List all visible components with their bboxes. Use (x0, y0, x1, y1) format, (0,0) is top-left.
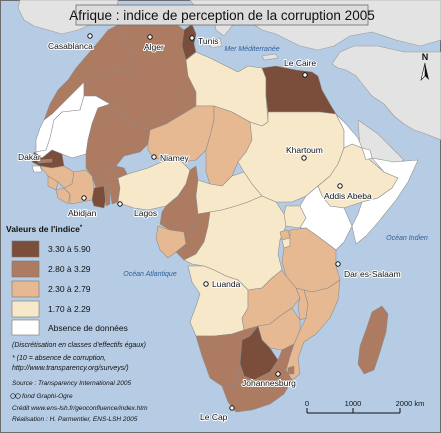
city-label-lagos: Lagos (134, 208, 157, 218)
africa-countries (31, 21, 419, 413)
city-dot-dar-es-salaam (335, 261, 341, 267)
sicily (205, 37, 223, 49)
city-dot-khartoum (301, 155, 307, 161)
middle-east (331, 45, 441, 141)
north-label: N (422, 52, 429, 62)
note-index-url: http://www.transparency.org/surveys/) (12, 365, 129, 372)
country-madagascar (357, 305, 389, 375)
by-icon (15, 393, 21, 399)
legend-swatch-class-1 (11, 240, 40, 258)
credit-fond: fond Graphi-Ogre (10, 393, 73, 400)
city-dot-tunis (189, 35, 195, 41)
legend-swatch-class-2 (11, 260, 40, 278)
city-label-luanda: Luanda (212, 279, 241, 289)
city-label-niamey: Niamey (160, 153, 190, 163)
city-dot-alger (147, 34, 153, 40)
scale-label-0: 0 (305, 399, 309, 408)
city-dot-le-caire (302, 72, 308, 78)
credit-website: Crédit www.ens-lsh.fr/geoconfluence/inde… (12, 405, 148, 412)
legend-swatch-no-data (11, 319, 40, 336)
scale-bar: 0 1000 2000 km (305, 399, 425, 414)
legend: Valeurs de l'indice* 3.30 à 5.90 2.80 à … (6, 224, 128, 336)
city-label-le-caire: Le Caire (284, 58, 316, 68)
legend-label-no-data: Absence de données (48, 323, 128, 333)
country-lesotho (263, 381, 277, 395)
note-index: * (10 = absence de corruption, (12, 355, 106, 362)
city-label-dakar: Dakar (18, 152, 41, 162)
city-label-le-cap: Le Cap (200, 412, 228, 422)
label-atlantic-ocean: Océan Atlantique (123, 271, 177, 278)
note-discretisation: (Discrétisation en classes d'effectifs é… (12, 342, 146, 349)
city-dot-johannesburg (275, 371, 281, 377)
city-label-addis-abeba: Addis Abeba (324, 191, 372, 201)
credit-realisation: Réalisation : H. Parmentier, ENS-LSH 200… (12, 416, 138, 423)
scale-label-2000: 2000 km (396, 399, 425, 408)
city-dot-luanda (203, 281, 209, 287)
map-title: Afrique : indice de perception de la cor… (69, 8, 374, 23)
country-libya (185, 51, 269, 127)
legend-swatch-class-3 (11, 280, 40, 298)
title-box (75, 4, 369, 26)
city-label-dar-es-salaam: Dar es-Salaam (344, 269, 401, 279)
city-label-khartoum: Khartoum (286, 145, 323, 155)
country-somalia (351, 157, 419, 245)
legend-label-class-4: 1.70 à 2.29 (48, 304, 91, 314)
scale-label-1000: 1000 (345, 399, 362, 408)
country-liberia (55, 187, 71, 205)
city-dot-niamey (151, 154, 157, 160)
country-gambia (37, 158, 53, 164)
city-label-alger: Alger (144, 42, 164, 52)
crete (261, 53, 279, 61)
country-south-africa (221, 343, 295, 413)
north-arrow-right-half (425, 63, 429, 80)
label-indian-ocean: Océan Indien (386, 235, 428, 242)
city-dot-dakar (34, 154, 40, 160)
legend-title-mark: * (80, 225, 83, 231)
country-togo (103, 185, 111, 207)
credit-source: Source : Transparency International 2005 (12, 380, 132, 387)
north-arrow: N (420, 52, 429, 81)
country-swaziland (287, 365, 295, 375)
legend-label-class-3: 2.30 à 2.79 (48, 284, 91, 294)
legend-label-class-2: 2.80 à 3.29 (48, 264, 91, 274)
city-label-abidjan: Abidjan (68, 208, 97, 218)
city-label-johannesburg: Johannesburg (242, 378, 296, 388)
label-mediterranean: Mer Méditerranée (224, 46, 279, 53)
city-label-casablanca: Casablanca (48, 41, 93, 51)
city-dot-abidjan (81, 195, 87, 201)
legend-label-class-1: 3.30 à 5.90 (48, 244, 91, 254)
credit-fond-text: fond Graphi-Ogre (22, 393, 73, 400)
legend-title: Valeurs de l'indice* (6, 224, 83, 234)
country-kenya (299, 185, 353, 251)
city-dot-lagos (117, 201, 123, 207)
north-arrow-left-half (420, 62, 426, 81)
legend-title-text: Valeurs de l'indice (6, 224, 80, 234)
country-egypt (261, 65, 337, 115)
city-dot-addis-abeba (337, 183, 343, 189)
country-guinea-bissau (31, 165, 43, 173)
legend-swatch-class-4 (11, 300, 40, 318)
city-label-tunis: Tunis (198, 36, 218, 46)
city-dot-le-cap (229, 405, 235, 411)
country-mozambique (285, 279, 341, 381)
city-dot-casablanca (87, 33, 93, 39)
country-ghana (91, 185, 107, 209)
cities: Casablanca Alger Tunis Le Caire Dakar Ni… (17, 33, 402, 423)
cc-icon (10, 393, 16, 399)
